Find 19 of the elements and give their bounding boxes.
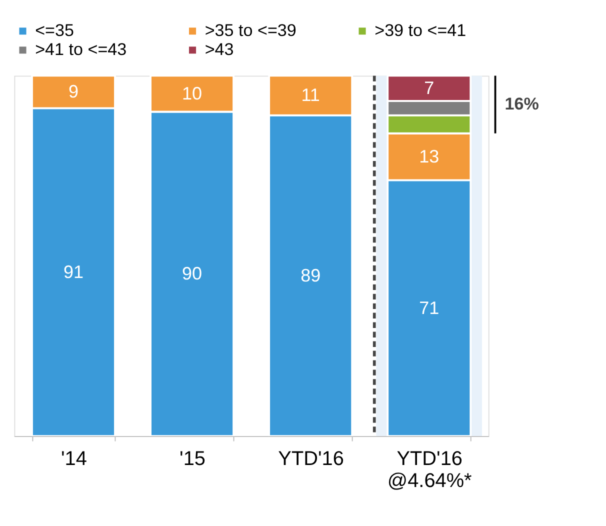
legend-label: >39 to <=41 <box>374 20 466 40</box>
data-label: 71 <box>419 298 440 318</box>
data-label: 11 <box>301 85 320 106</box>
legend-label: >43 <box>204 40 234 59</box>
legend-label: <=35 <box>35 20 74 40</box>
data-label: 89 <box>300 265 321 286</box>
x-tick-label: '15 <box>180 448 206 470</box>
x-tick-label: YTD'16 <box>278 448 344 470</box>
data-label: 90 <box>182 264 202 284</box>
legend-label: >41 to <=43 <box>35 40 127 59</box>
data-label: 10 <box>182 83 202 104</box>
data-label: 91 <box>63 262 84 282</box>
x-tick-label: YTD'16 @4.64%* <box>387 448 472 492</box>
data-label: 9 <box>68 82 79 102</box>
legend-label: >35 to <=39 <box>204 20 296 40</box>
text: 16% <box>504 94 539 114</box>
x-tick-label: '14 <box>60 448 87 470</box>
data-label: 7 <box>424 78 434 98</box>
data-label: 13 <box>419 146 440 166</box>
